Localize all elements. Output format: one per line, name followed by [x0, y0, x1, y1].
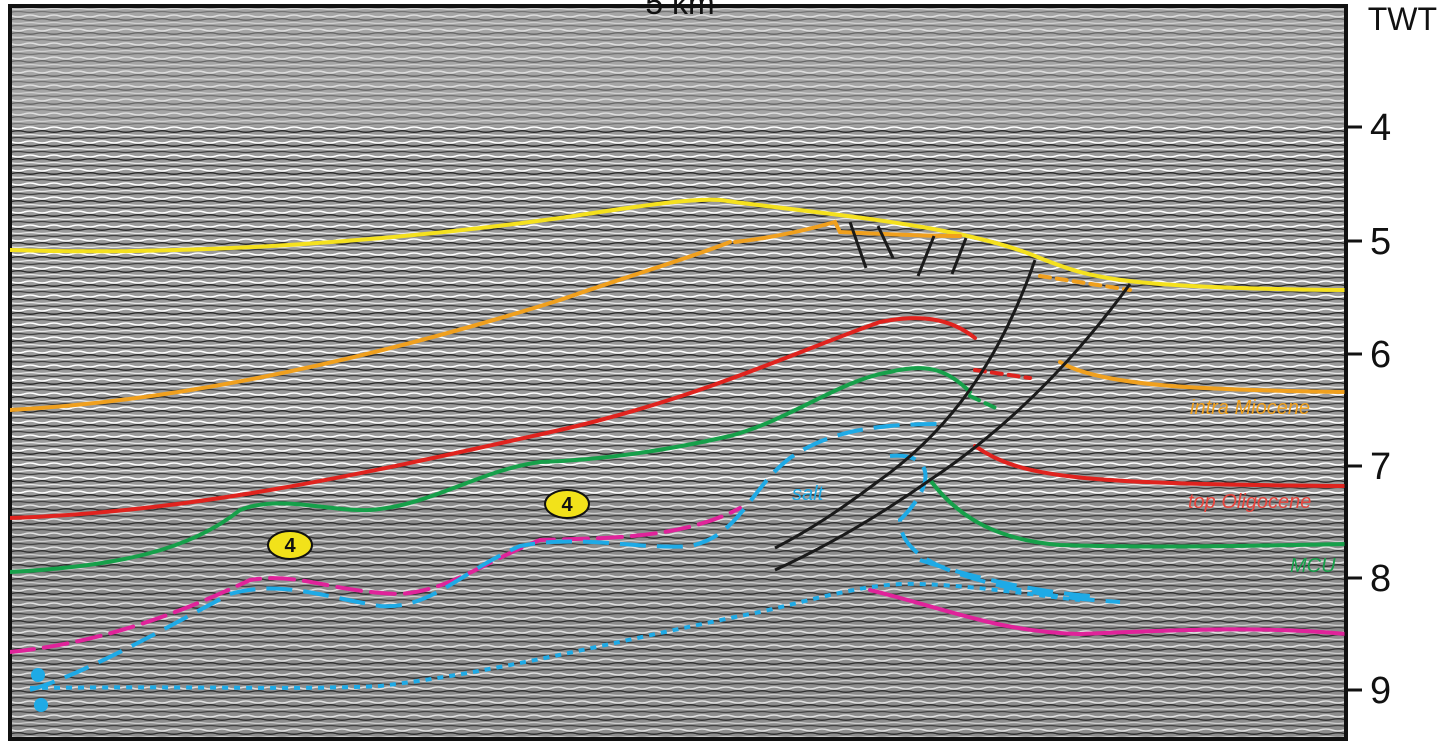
label-top-oligocene: top Oligocene [1188, 491, 1311, 513]
magenta-horizon-dashed [10, 506, 742, 654]
fault-major-2 [774, 283, 1132, 572]
scale-label: 5 km [645, 0, 714, 21]
seismic-panel [10, 6, 1346, 739]
magenta-horizon [868, 588, 1346, 637]
axis-tick-label-7: 7 [1370, 446, 1391, 488]
red-horizon-right [973, 444, 1346, 488]
salt-marker-dot-upper [31, 668, 45, 682]
salt-dotted-base [29, 581, 1081, 690]
fault-major-1 [774, 259, 1037, 550]
orange-horizon-right [1058, 360, 1346, 394]
green-horizon [10, 366, 972, 574]
label-intra-miocene: intra Miocene [1190, 397, 1310, 419]
salt-base-outline-lower [919, 558, 1091, 598]
label-salt: salt [792, 483, 825, 505]
green-horizon-dashed [968, 394, 1002, 412]
fault-minor-1 [848, 221, 868, 269]
svg-text:4: 4 [561, 494, 573, 516]
salt-marker-dot-lower [34, 698, 48, 712]
badge-center: 4 [544, 489, 590, 519]
axis-title: TWT [1368, 1, 1437, 37]
red-horizon-dashed [973, 368, 1032, 380]
axis-tick-label-8: 8 [1370, 558, 1391, 600]
orange-horizon [10, 240, 732, 412]
salt-body [29, 422, 1121, 712]
orange-horizon-upper-segment [733, 219, 962, 244]
twt-axis: 4 5 6 7 8 9 [1344, 6, 1391, 739]
axis-tick-label-4: 4 [1370, 107, 1391, 149]
red-horizon [10, 316, 977, 520]
fault-minor-4 [950, 237, 968, 275]
salt-top-outline [29, 422, 941, 692]
faults [774, 221, 1132, 572]
svg-text:4: 4 [284, 535, 296, 557]
fault-minor-2 [876, 225, 895, 259]
label-mcu: MCU [1290, 555, 1336, 577]
axis-tick-label-6: 6 [1370, 334, 1391, 376]
badge-left: 4 [267, 530, 313, 560]
axis-tick-label-5: 5 [1370, 221, 1391, 263]
green-horizon-right [928, 478, 1346, 549]
fault-minor-3 [916, 235, 936, 277]
horizons [10, 197, 1346, 654]
axis-tick-label-9: 9 [1370, 670, 1391, 712]
yellow-horizon [10, 197, 1346, 292]
orange-horizon-dashed [1038, 274, 1132, 292]
